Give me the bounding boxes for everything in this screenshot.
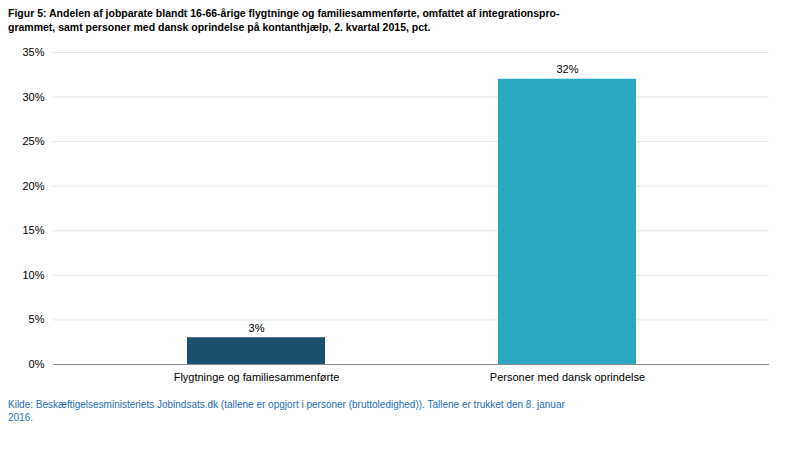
html-text:Figur 5: Andelen af jobparate: Figur 5: Andelen af jobparate blandt 16-… [8, 7, 560, 33]
svg-text:3%: 3% [249, 322, 265, 334]
svg-text:20%: 20% [22, 180, 44, 192]
svg-text:32%: 32% [556, 63, 578, 75]
svg-text:10%: 10% [22, 269, 44, 281]
svg-text:0%: 0% [29, 358, 45, 370]
svg-text:30%: 30% [22, 91, 44, 103]
svg-text:15%: 15% [22, 224, 44, 236]
svg-text:Personer med dansk oprindelse: Personer med dansk oprindelse [490, 371, 645, 383]
html-text:Kilde: Beskæftigelsesministeri: Kilde: Beskæftigelsesministeriets Jobind… [8, 399, 565, 423]
svg-text:5%: 5% [29, 313, 45, 325]
svg-text:25%: 25% [22, 135, 44, 147]
svg-text:35%: 35% [22, 46, 44, 58]
svg-text:Flygtninge og familiesammenfør: Flygtninge og familiesammenførte [174, 371, 340, 383]
